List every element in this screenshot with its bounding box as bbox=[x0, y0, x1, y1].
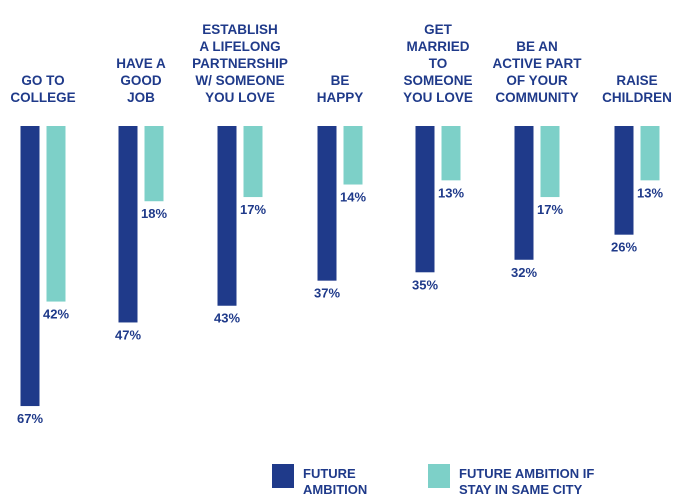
legend-future-ambition-label: FUTURE AMBITION bbox=[303, 466, 367, 497]
bar-same-city bbox=[343, 126, 363, 185]
bar-same-city bbox=[243, 126, 263, 198]
value-label: 14% bbox=[340, 190, 366, 205]
bar-future-ambition bbox=[217, 126, 237, 306]
value-labels: 67% 42% 47% 18% 43% 17% 37% 14% 35% 13% 32% 17% 26% 1… bbox=[17, 185, 663, 426]
value-label: 18% bbox=[141, 206, 167, 221]
legend-future-ambition-swatch bbox=[272, 464, 294, 488]
value-label: 67% bbox=[17, 411, 43, 426]
legend-same-city-label: FUTURE AMBITION IF STAY IN SAME CITY bbox=[459, 466, 594, 497]
value-label: 13% bbox=[438, 185, 464, 200]
bar-same-city bbox=[540, 126, 560, 198]
category-label: GO TO COLLEGE bbox=[10, 73, 75, 105]
value-label: 17% bbox=[240, 202, 266, 217]
bars bbox=[20, 126, 660, 407]
value-label: 32% bbox=[511, 265, 537, 280]
bar-same-city bbox=[640, 126, 660, 181]
category-labels: GO TO COLLEGE HAVE A GOOD JOB ESTABLISH A LIFE… bbox=[10, 22, 672, 105]
legend: FUTURE AMBITION FUTURE AMBITION IF STAY IN … bbox=[272, 464, 594, 497]
value-label: 37% bbox=[314, 286, 340, 301]
bar-future-ambition bbox=[317, 126, 337, 281]
category-label: HAVE A GOOD JOB bbox=[116, 56, 166, 105]
bar-same-city bbox=[441, 126, 461, 181]
bar-future-ambition bbox=[415, 126, 435, 273]
bar-same-city bbox=[144, 126, 164, 202]
value-label: 42% bbox=[43, 307, 69, 322]
category-label: BE AN ACTIVE PART OF YOUR COMMUNITY bbox=[492, 39, 582, 105]
bar-same-city bbox=[46, 126, 66, 302]
category-label: GET MARRIED TO SOMEONE YOU LOVE bbox=[403, 22, 473, 105]
value-label: 17% bbox=[537, 202, 563, 217]
value-label: 47% bbox=[115, 327, 141, 342]
legend-same-city-swatch bbox=[428, 464, 450, 488]
value-label: 35% bbox=[412, 277, 438, 292]
bar-future-ambition bbox=[20, 126, 40, 407]
value-label: 13% bbox=[637, 185, 663, 200]
category-label: RAISE CHILDREN bbox=[602, 73, 672, 105]
bar-future-ambition bbox=[514, 126, 534, 260]
bar-future-ambition bbox=[614, 126, 634, 235]
bar-future-ambition bbox=[118, 126, 138, 323]
category-label: BE HAPPY bbox=[317, 73, 364, 105]
category-label: ESTABLISH A LIFELONG PARTNERSHIP W/ SOMEONE… bbox=[192, 22, 288, 105]
value-label: 43% bbox=[214, 311, 240, 326]
value-label: 26% bbox=[611, 240, 637, 255]
